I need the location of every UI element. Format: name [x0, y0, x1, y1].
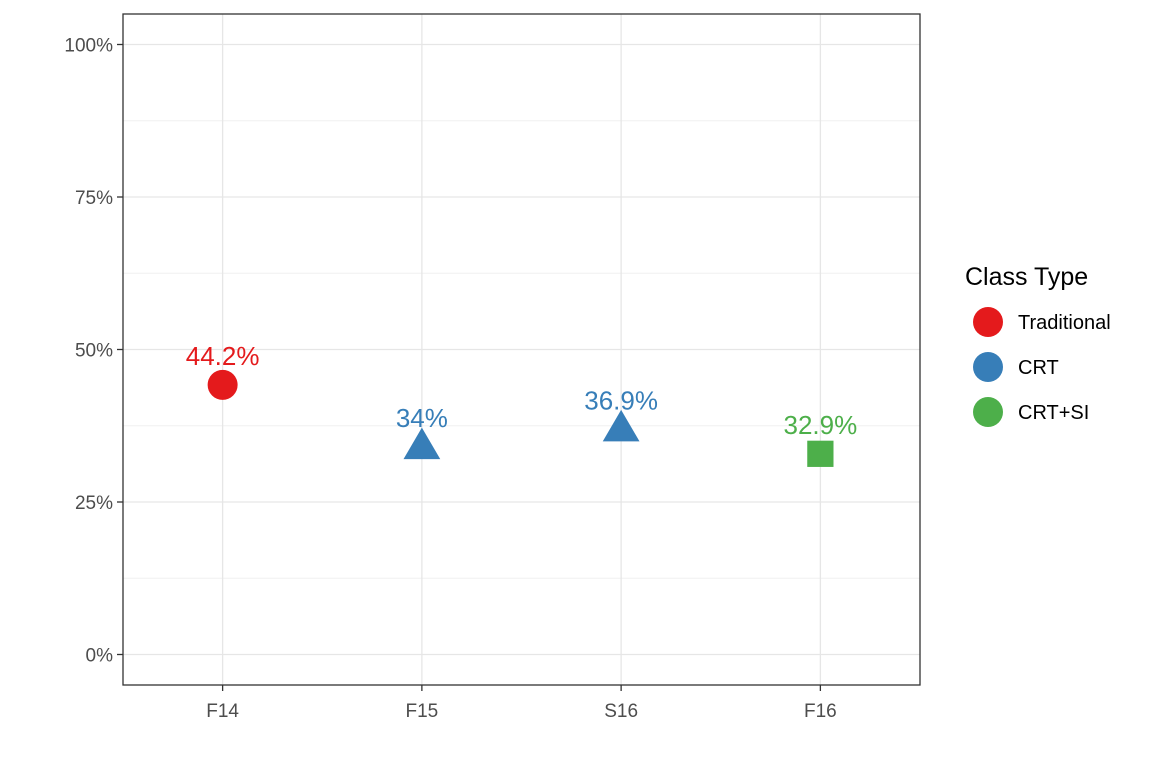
legend-label: Traditional — [1018, 312, 1111, 334]
data-point-f16 — [807, 440, 834, 467]
axis-layer: 0% 25% 50% 75% 100% F14 F15 S16 F16 — [64, 13, 921, 722]
legend: Class Type Traditional CRT CRT+SI — [965, 263, 1111, 427]
legend-key-crt-si — [973, 397, 1003, 427]
data-label-f15: 34% — [396, 403, 448, 433]
legend-key-crt — [973, 352, 1003, 382]
y-tick-label: 100% — [64, 36, 113, 57]
x-tick-label: F16 — [804, 701, 837, 722]
data-label-f14: 44.2% — [186, 341, 260, 371]
legend-label: CRT+SI — [1018, 402, 1089, 424]
legend-key-traditional — [973, 307, 1003, 337]
y-tick-label: 0% — [86, 646, 114, 667]
mark-layer: 44.2% 34% 36.9% 32.9% — [186, 341, 857, 467]
legend-title: Class Type — [965, 263, 1088, 291]
data-point-s16 — [602, 409, 640, 442]
x-tick-label: F15 — [406, 701, 439, 722]
data-point-f14 — [207, 369, 238, 400]
data-label-s16: 36.9% — [584, 385, 658, 415]
y-tick-label: 25% — [75, 493, 113, 514]
y-tick-label: 75% — [75, 188, 113, 209]
data-label-f16: 32.9% — [784, 410, 858, 440]
legend-label: CRT — [1018, 357, 1059, 379]
x-tick-label: F14 — [206, 701, 239, 722]
data-point-f15 — [403, 427, 441, 460]
y-tick-label: 50% — [75, 341, 113, 362]
x-tick-label: S16 — [604, 701, 638, 722]
grid-layer — [123, 14, 920, 685]
